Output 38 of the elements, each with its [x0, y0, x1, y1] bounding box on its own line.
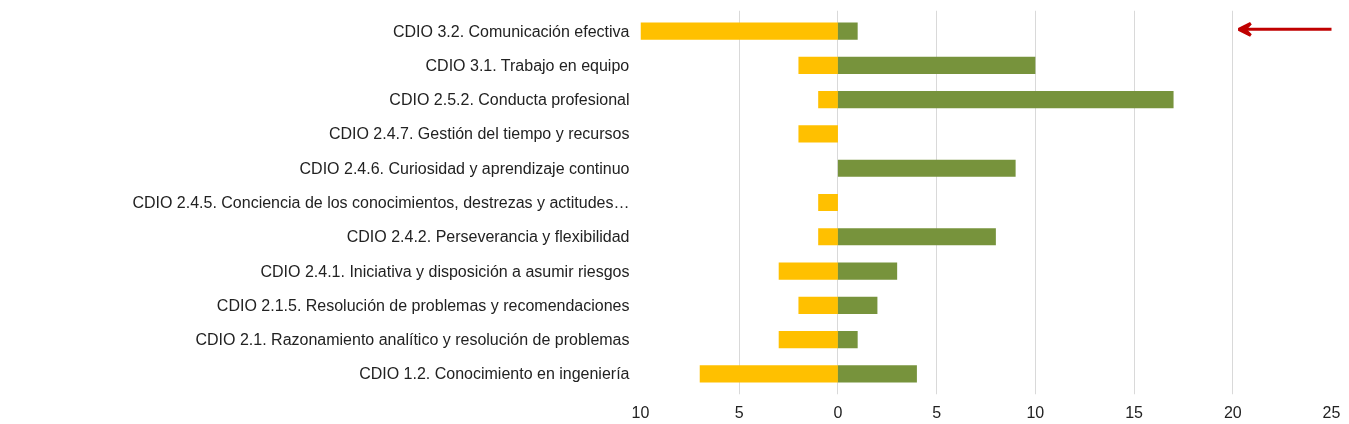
bar: [837, 228, 996, 246]
y-tick-label: CDIO 3.2. Comunicación efectiva: [392, 22, 630, 40]
x-tick-label: 20: [1223, 403, 1242, 421]
bar: [798, 296, 838, 314]
bar: [798, 125, 838, 143]
y-tick-label: CDIO 2.4.1. Iniciativa y disposición a asumir riesgos: [260, 262, 630, 280]
bar: [837, 365, 917, 383]
y-tick-label: CDIO 2.1.5. Resolución de problemas y recomendaciones: [216, 296, 630, 314]
x-tick-label: 10: [1026, 403, 1045, 421]
bar: [818, 91, 838, 109]
x-tick-label: 5: [932, 403, 942, 421]
y-tick-label: CDIO 2.5.2. Conducta profesional: [389, 91, 630, 109]
bar: [837, 296, 878, 314]
bar: [818, 228, 838, 246]
x-tick-label: 0: [833, 403, 843, 421]
x-tick-label: 5: [734, 403, 744, 421]
y-tick-label: CDIO 2.1. Razonamiento analítico y resolución de problemas: [195, 331, 630, 349]
bar: [798, 56, 838, 74]
y-tick-label: CDIO 2.4.7. Gestión del tiempo y recursos: [328, 125, 630, 143]
x-tick-label: 15: [1125, 403, 1144, 421]
y-tick-label: CDIO 2.4.2. Perseverancia y flexibilidad: [346, 228, 630, 246]
bar: [778, 262, 838, 280]
y-tick-label: CDIO 2.4.6. Curiosidad y aprendizaje continuo: [299, 159, 630, 177]
bar: [837, 331, 858, 349]
bar: [699, 365, 838, 383]
x-tick-label: 10: [631, 403, 650, 421]
bar: [640, 22, 838, 40]
x-tick-label: 25: [1322, 403, 1341, 421]
bar: [818, 193, 838, 212]
bar: [778, 331, 838, 349]
bar: [837, 91, 1174, 109]
bar: [837, 262, 898, 280]
y-tick-label: CDIO 2.4.5. Conciencia de los conocimientos, destrezas y actitudes…: [132, 194, 630, 211]
y-tick-label: CDIO 3.1. Trabajo en equipo: [425, 56, 630, 74]
bar: [837, 22, 858, 40]
bar: [837, 56, 1036, 74]
y-tick-label: CDIO 1.2. Conocimiento en ingeniería: [359, 365, 630, 383]
bar: [837, 159, 1016, 177]
